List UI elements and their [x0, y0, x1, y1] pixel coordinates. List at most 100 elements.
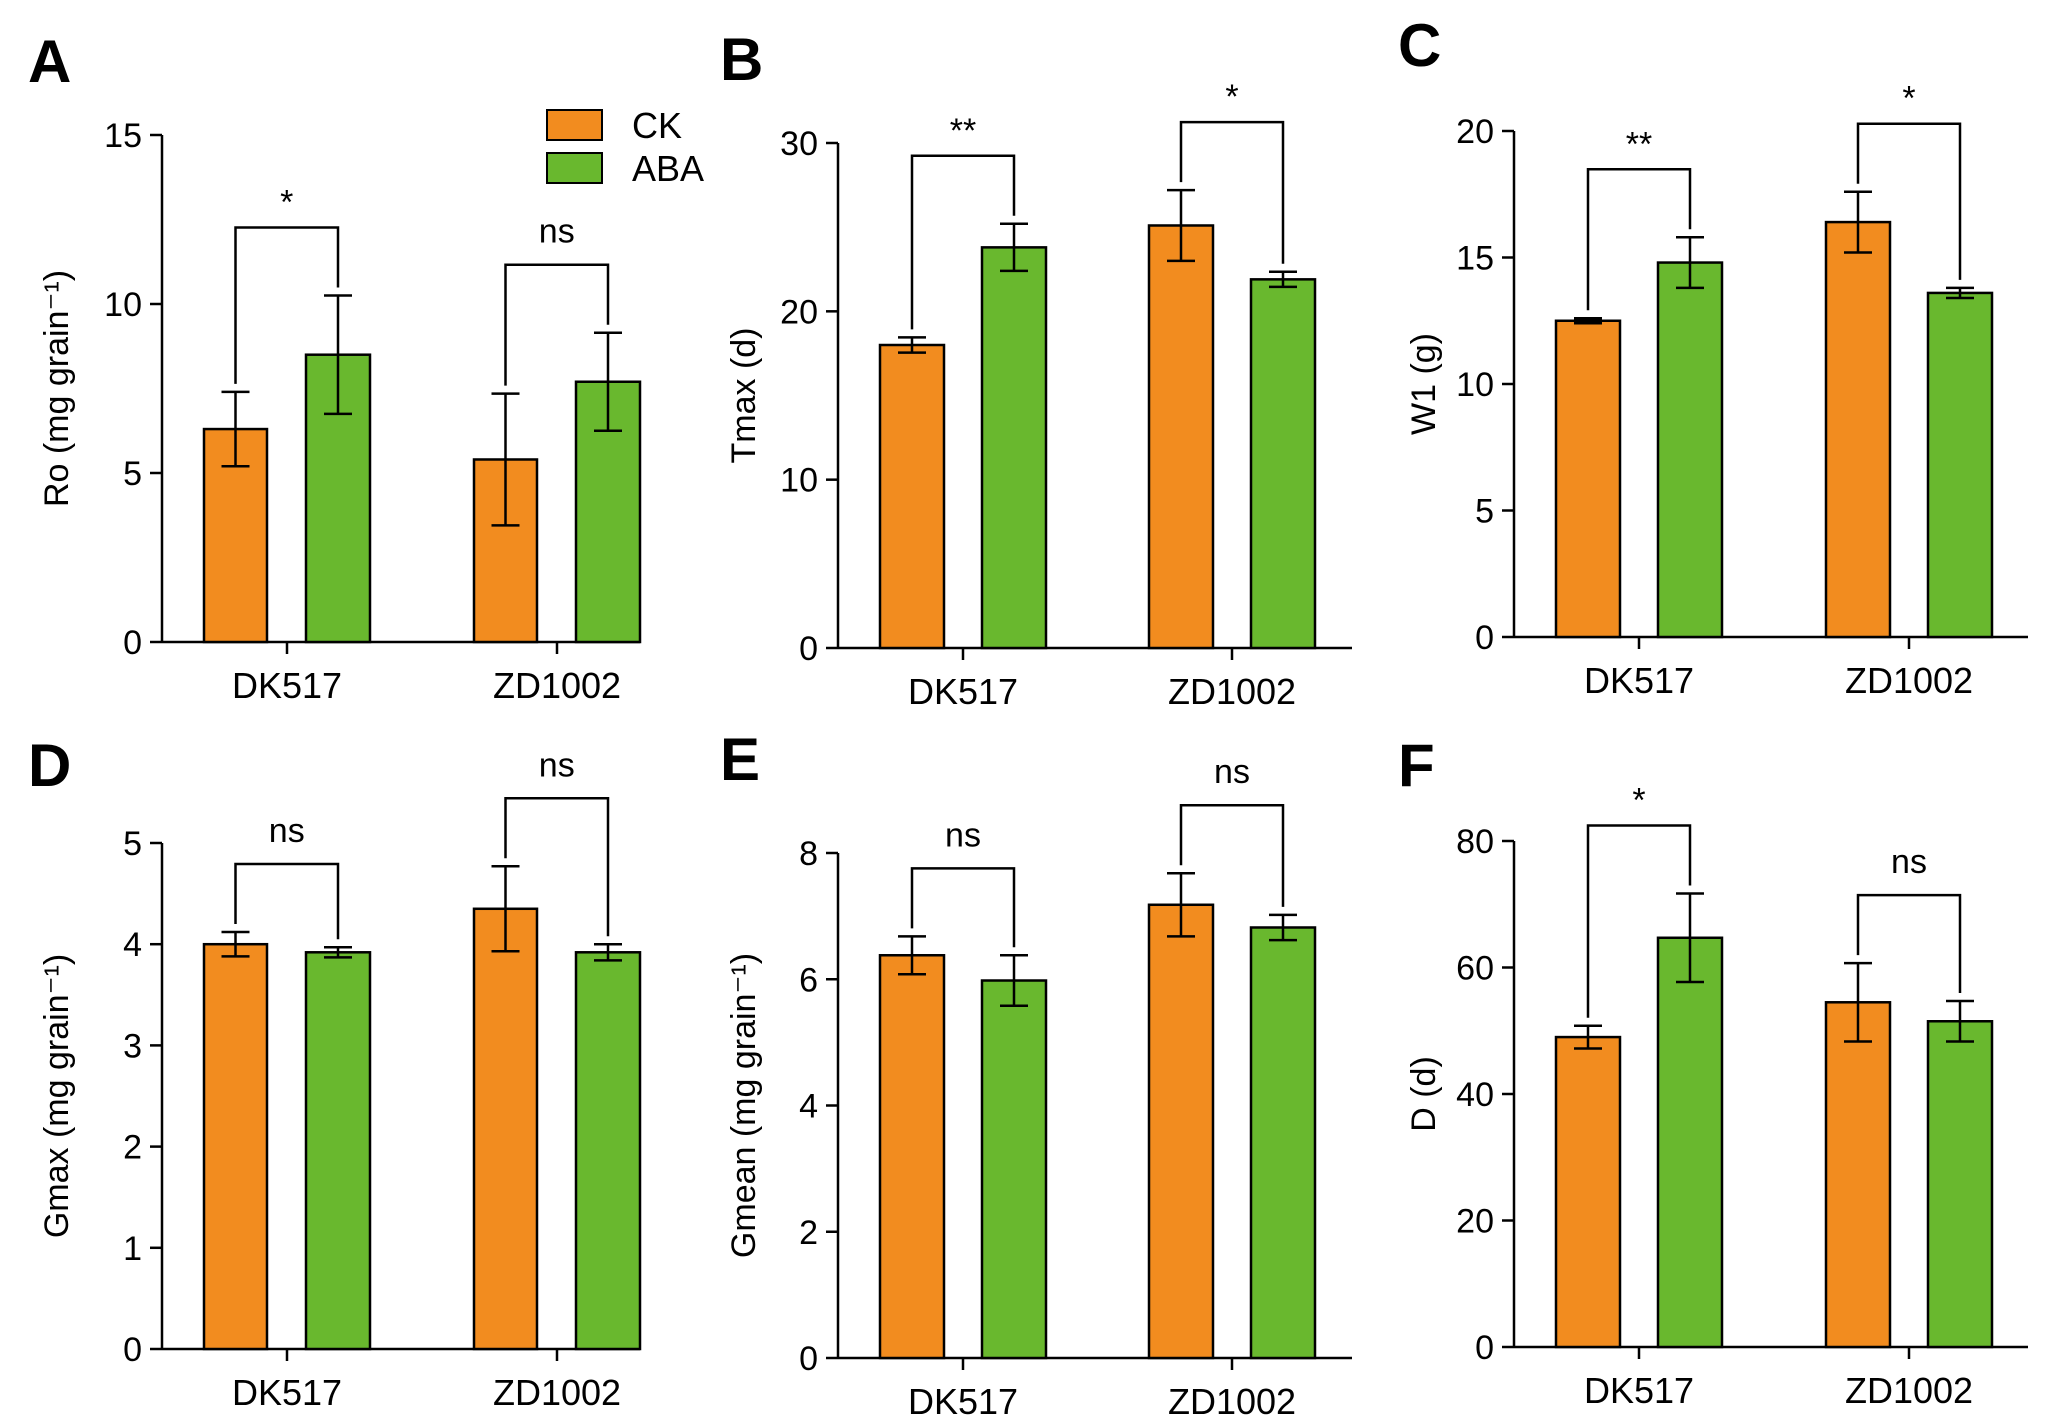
panel-e-y-tick-label: 6 — [799, 961, 818, 999]
panel-f: F 0 20 40 60 80 D (d) DK517 ZD1002 * ns — [1398, 732, 2028, 1411]
panel-b-bar-ck-dk517 — [878, 343, 946, 650]
panel-c-y-label: W1 (g) — [1405, 333, 1443, 435]
panel-a-x-tick-label: ZD1002 — [493, 665, 621, 706]
panel-f-significance-label: ns — [1891, 843, 1927, 881]
panel-b-bar-aba-zd1002 — [1249, 278, 1317, 650]
panel-d-error-bar — [594, 942, 622, 962]
panel-f-error-bar — [1676, 892, 1704, 984]
panel-e-x-tick-label: ZD1002 — [1168, 1381, 1296, 1422]
panel-f-error-bar — [1946, 999, 1974, 1043]
panel-b-significance-label: * — [1225, 78, 1238, 116]
panel-f-significance-label: * — [1632, 781, 1645, 819]
panel-e-significance-bracket — [910, 867, 1016, 948]
panel-a: A 0 5 10 15 Ro (mg grain⁻¹) DK517 ZD1002 * ns — [28, 28, 642, 706]
panel-f-y-tick-label: 20 — [1456, 1203, 1494, 1241]
panel-b-y-tick-label: 0 — [799, 630, 818, 668]
panel-b-y-tick-label: 10 — [780, 462, 818, 500]
panel-b-y-tick-label: 30 — [780, 125, 818, 163]
panel-c-y-tick-label: 10 — [1456, 366, 1494, 404]
panel-f-bar-ck-dk517 — [1554, 1035, 1622, 1349]
panel-c-bar-aba-zd1002 — [1926, 291, 1994, 639]
panel-b-x-tick-label: DK517 — [908, 671, 1018, 712]
panel-b-x-tick-label: ZD1002 — [1168, 671, 1296, 712]
panel-c-y-tick-label: 20 — [1456, 113, 1494, 151]
panel-f-bar-ck-zd1002 — [1824, 1001, 1892, 1349]
panel-c-significance-bracket — [1586, 168, 1692, 311]
panel-b-bar-ck-zd1002 — [1147, 224, 1215, 650]
panel-f-error-bar — [1844, 961, 1872, 1043]
panel-c-error-bar — [1676, 236, 1704, 290]
panel-b-significance-label: ** — [950, 112, 976, 150]
panel-d-error-bar — [491, 865, 520, 953]
panel-e-y-tick-label: 8 — [799, 835, 818, 873]
panel-d-bar-aba-dk517 — [304, 951, 372, 1351]
panel-a-y-tick-label: 10 — [104, 286, 142, 324]
panel-f-error-bar — [1574, 1024, 1602, 1050]
panel-c-letter: C — [1398, 12, 1441, 79]
panel-e-y-tick-label: 2 — [799, 1214, 818, 1252]
panel-a-y-tick-label: 5 — [123, 455, 142, 493]
panel-a-x-tick-label: DK517 — [232, 665, 342, 706]
panel-a-error-bar — [594, 331, 622, 432]
panel-c-significance-label: * — [1902, 80, 1915, 118]
panel-b-y-tick-label: 20 — [780, 293, 818, 331]
panel-e-bar-ck-dk517 — [878, 954, 946, 1360]
panel-d-y-tick-label: 2 — [123, 1129, 142, 1167]
panel-d-x-tick-label: DK517 — [232, 1372, 342, 1413]
panel-e-y-tick-label: 4 — [799, 1088, 818, 1126]
panel-b-y-label: Tmax (d) — [725, 328, 763, 464]
legend-swatch-ck — [546, 109, 603, 141]
panel-a-y-label: Ro (mg grain⁻¹) — [38, 270, 76, 507]
panel-a-error-bar — [491, 392, 520, 527]
panel-f-x-tick-label: ZD1002 — [1845, 1370, 1973, 1411]
panel-d-significance-label: ns — [539, 746, 575, 784]
panel-e: E 0 2 4 6 8 Gmean (mg grain⁻¹) DK517 ZD1002 ns ns — [720, 726, 1352, 1422]
panel-e-error-bar — [1167, 871, 1195, 938]
panel-c-bar-ck-dk517 — [1554, 319, 1622, 639]
panel-c-x-tick-label: ZD1002 — [1845, 660, 1973, 701]
panel-f-y-tick-label: 40 — [1456, 1076, 1494, 1114]
panel-c-y-tick-label: 0 — [1475, 619, 1494, 657]
panel-d-error-bar — [324, 945, 352, 959]
panel-d-significance-bracket — [504, 797, 610, 937]
panel-b-letter: B — [720, 26, 763, 93]
panel-c-bar-ck-zd1002 — [1824, 220, 1892, 639]
panel-d-bar-aba-zd1002 — [574, 951, 642, 1351]
panel-c-y-tick-label: 5 — [1475, 493, 1494, 531]
panel-d-significance-label: ns — [269, 812, 305, 850]
panel-e-x-tick-label: DK517 — [908, 1381, 1018, 1422]
panel-e-error-bar — [1000, 954, 1028, 1008]
panel-f-significance-bracket — [1856, 893, 1962, 994]
panel-a-letter: A — [28, 28, 71, 95]
panel-d-letter: D — [28, 732, 71, 799]
panel-f-bar-aba-dk517 — [1656, 936, 1724, 1349]
panel-a-significance-label: ns — [539, 213, 575, 251]
panel-d-error-bar — [221, 930, 250, 958]
panel-e-bar-aba-dk517 — [980, 979, 1048, 1360]
panel-a-significance-label: * — [280, 184, 293, 222]
panel-b-significance-bracket — [1179, 120, 1285, 264]
panel-b-significance-bracket — [910, 154, 1016, 330]
panel-d-bar-ck-dk517 — [202, 942, 269, 1351]
panel-d-y-label: Gmax (mg grain⁻¹) — [38, 954, 76, 1238]
panel-d-bar-ck-zd1002 — [472, 907, 539, 1351]
panel-d-y-tick-label: 0 — [123, 1331, 142, 1369]
panel-b-error-bar — [1269, 270, 1297, 289]
panel-d-y-tick-label: 1 — [123, 1230, 142, 1268]
panel-d: D 0 1 2 3 4 5 Gmax (mg grain⁻¹) DK517 ZD1002 ns ns — [28, 732, 642, 1413]
panel-c-significance-bracket — [1856, 122, 1962, 280]
panel-f-y-tick-label: 60 — [1456, 950, 1494, 988]
panel-e-y-tick-label: 0 — [799, 1340, 818, 1378]
panel-e-significance-bracket — [1179, 803, 1285, 907]
panel-a-y-tick-label: 0 — [123, 624, 142, 662]
panel-e-error-bar — [1269, 913, 1297, 942]
panel-c-x-tick-label: DK517 — [1584, 660, 1694, 701]
legend-label-ck: CK — [632, 105, 682, 146]
panel-e-y-label: Gmean (mg grain⁻¹) — [725, 953, 763, 1258]
panel-e-significance-label: ns — [945, 816, 981, 854]
panel-a-y-tick-label: 15 — [104, 117, 142, 155]
panel-d-y-tick-label: 4 — [123, 926, 142, 964]
panel-b-error-bar — [898, 336, 926, 354]
